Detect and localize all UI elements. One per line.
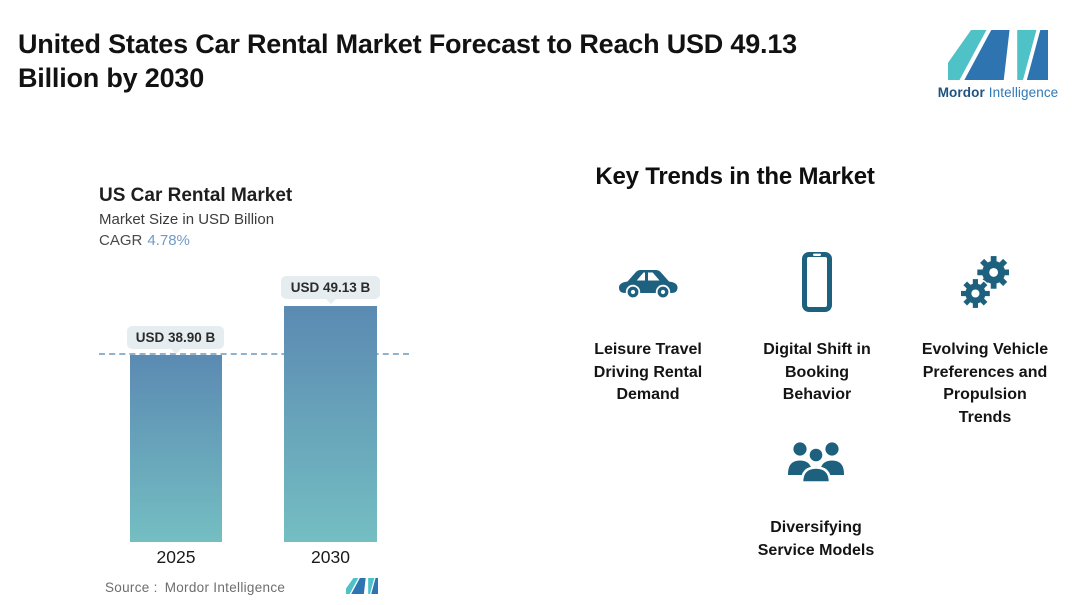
brand-name-light: Intelligence <box>988 85 1059 100</box>
brand-name: Mordor Intelligence <box>935 85 1061 100</box>
mordor-intelligence-logo-icon <box>948 30 1048 80</box>
reference-dashed-line <box>99 353 409 355</box>
trend-label: Evolving Vehicle Preferences and Propuls… <box>921 341 1049 426</box>
value-label-2030: USD 49.13 B <box>281 276 380 304</box>
smartphone-icon <box>802 252 832 312</box>
source-value: Mordor Intelligence <box>164 580 286 595</box>
value-label-2025: USD 38.90 B <box>127 326 224 354</box>
cagr-value: 4.78% <box>147 232 190 249</box>
brand-logo: Mordor Intelligence <box>935 30 1061 100</box>
trend-leisure-travel: Leisure Travel Driving Rental Demand <box>558 250 738 407</box>
bar-2030 <box>284 306 377 542</box>
page-title: United States Car Rental Market Forecast… <box>18 29 797 93</box>
trends-heading: Key Trends in the Market <box>595 163 875 190</box>
chart-subtitle: Market Size in USD Billion <box>99 211 275 228</box>
source-note: Source : Mordor Intelligence <box>105 580 285 595</box>
gears-icon <box>961 256 1009 310</box>
mordor-intelligence-mini-logo-icon <box>346 578 378 594</box>
chart-title: US Car Rental Market <box>99 185 293 206</box>
people-icon <box>788 442 844 483</box>
trend-vehicle-preferences: Evolving Vehicle Preferences and Propuls… <box>895 250 1075 429</box>
car-icon <box>619 270 678 299</box>
trend-digital-shift: Digital Shift in Booking Behavior <box>727 250 907 407</box>
trend-service-models: Diversifying Service Models <box>726 440 906 562</box>
bar-2025 <box>130 355 222 542</box>
source-label: Source : <box>105 580 158 595</box>
trend-label: Diversifying Service Models <box>757 519 875 559</box>
chart-cagr: CAGR 4.78% <box>99 232 190 249</box>
trend-label: Leisure Travel Driving Rental Demand <box>593 341 703 403</box>
axis-label-2025: 2025 <box>156 547 196 567</box>
trend-label: Digital Shift in Booking Behavior <box>763 341 871 403</box>
brand-name-bold: Mordor <box>937 85 985 100</box>
cagr-label: CAGR <box>99 232 143 249</box>
axis-label-2030: 2030 <box>311 547 350 567</box>
